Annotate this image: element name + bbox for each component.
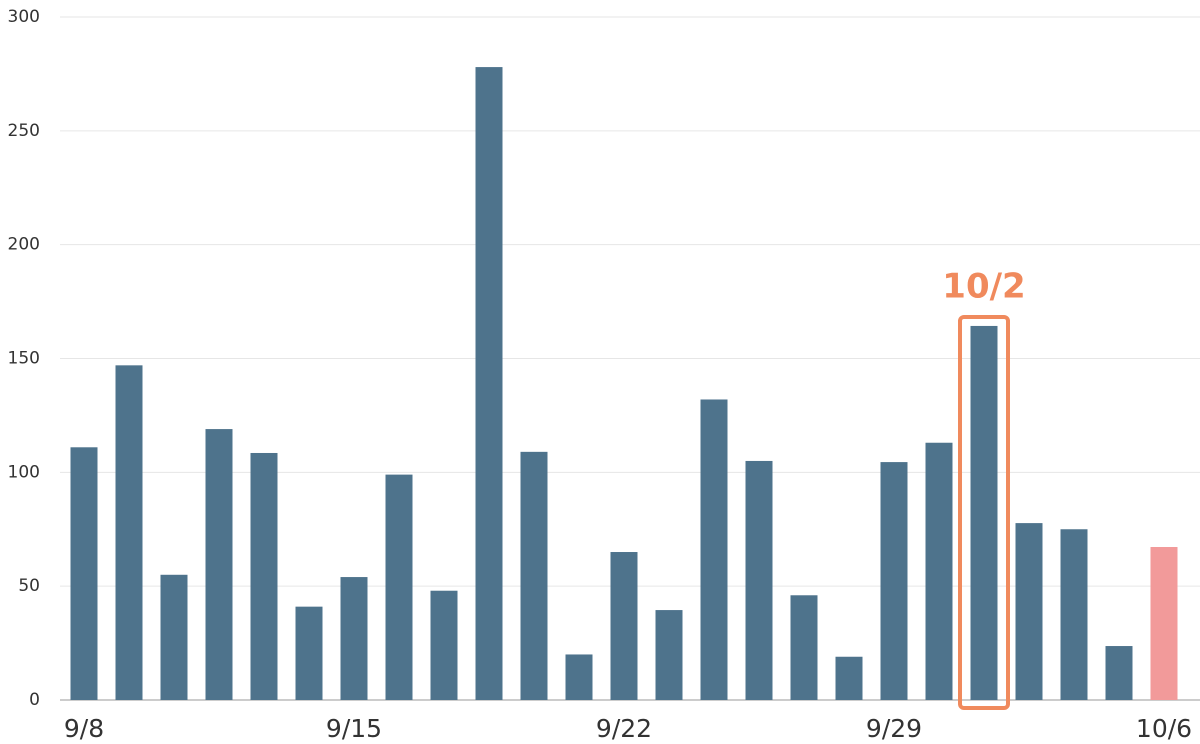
bar	[700, 399, 728, 700]
bar	[250, 452, 278, 700]
y-tick-label: 0	[29, 690, 40, 710]
bar	[70, 447, 98, 700]
bar	[565, 654, 593, 700]
bar	[385, 474, 413, 700]
y-tick-label: 150	[8, 349, 40, 369]
x-tick-label: 9/29	[866, 714, 922, 743]
bar	[610, 552, 638, 700]
bar	[520, 451, 548, 700]
y-tick-label: 200	[8, 235, 40, 255]
highlight-box	[958, 314, 1010, 710]
bar	[970, 325, 998, 700]
x-tick-label: 10/6	[1136, 714, 1192, 743]
bar	[475, 67, 503, 700]
bar	[655, 610, 683, 700]
bar	[880, 462, 908, 700]
bar	[1015, 523, 1043, 700]
bar	[1150, 547, 1178, 700]
bar	[1105, 646, 1133, 700]
bar	[160, 574, 188, 700]
bar	[115, 365, 143, 700]
y-tick-label: 100	[8, 462, 40, 482]
bar	[925, 442, 953, 700]
y-tick-label: 250	[8, 121, 40, 141]
bar	[1060, 529, 1088, 700]
bar	[790, 595, 818, 700]
highlight-label: 10/2	[942, 266, 1025, 306]
x-tick-label: 9/8	[64, 714, 104, 743]
y-tick-label: 50	[18, 576, 40, 596]
bar	[745, 460, 773, 700]
bar	[430, 590, 458, 700]
bar	[835, 656, 863, 700]
x-tick-label: 9/22	[596, 714, 652, 743]
bar	[340, 577, 368, 700]
bar	[295, 606, 323, 700]
y-tick-label: 300	[8, 7, 40, 27]
bar	[205, 429, 233, 700]
x-tick-label: 9/15	[326, 714, 382, 743]
